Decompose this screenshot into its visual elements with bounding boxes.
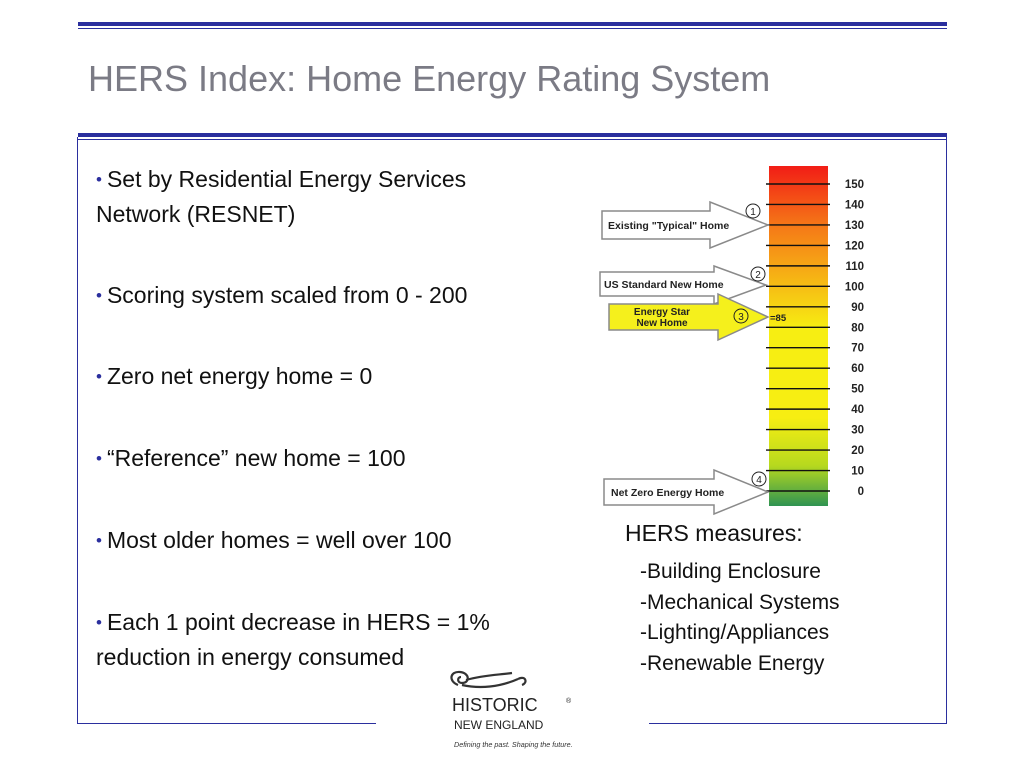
logo-registered: ® bbox=[566, 697, 572, 705]
bullet-item: • Scoring system scaled from 0 - 200 bbox=[96, 278, 596, 313]
bullet-text: Zero net energy home = 0 bbox=[106, 363, 373, 389]
logo-subname: NEW ENGLAND bbox=[454, 718, 544, 732]
bullet-dot: • bbox=[96, 449, 102, 468]
bullet-item: • “Reference” new home = 100 bbox=[96, 441, 596, 476]
bullet-item: • Set by Residential Energy Services Netw… bbox=[96, 162, 596, 231]
historic-new-england-logo: HISTORIC ® NEW ENGLAND Defining the past… bbox=[450, 670, 573, 749]
title-rule bbox=[78, 133, 947, 137]
logo-scroll-icon bbox=[450, 670, 527, 689]
bullet-dot: • bbox=[96, 613, 102, 632]
bullet-dot: • bbox=[96, 367, 102, 386]
bullet-text: Most older homes = well over 100 bbox=[106, 527, 452, 553]
bullet-text: “Reference” new home = 100 bbox=[106, 445, 406, 471]
measure-item: -Mechanical Systems bbox=[640, 591, 840, 614]
measure-item: -Renewable Energy bbox=[640, 652, 825, 675]
frame-gap bbox=[376, 718, 649, 730]
bullet-dot: • bbox=[96, 531, 102, 550]
bullet-text: Scoring system scaled from 0 - 200 bbox=[106, 282, 468, 308]
bullet-text-cont: Network (RESNET) bbox=[96, 201, 296, 227]
bullet-dot: • bbox=[96, 170, 102, 189]
bullet-dot: • bbox=[96, 286, 102, 305]
measure-item: -Lighting/Appliances bbox=[640, 621, 830, 644]
logo-tagline: Defining the past. Shaping the future. bbox=[454, 740, 573, 749]
bullet-item: • Zero net energy home = 0 bbox=[96, 359, 596, 394]
top-rule-thin bbox=[78, 28, 947, 29]
slide-title: HERS Index: Home Energy Rating System bbox=[88, 58, 771, 99]
measures-title: HERS measures: bbox=[625, 520, 803, 546]
bullet-item: • Each 1 point decrease in HERS = 1% redu… bbox=[96, 605, 596, 674]
bullet-text: Each 1 point decrease in HERS = 1% bbox=[106, 609, 490, 635]
bullet-item: • Most older homes = well over 100 bbox=[96, 523, 596, 558]
logo-name: HISTORIC bbox=[452, 695, 538, 715]
bullet-text: Set by Residential Energy Services bbox=[106, 166, 467, 192]
bullet-text-cont: reduction in energy consumed bbox=[96, 644, 405, 670]
title-rule-thin bbox=[78, 139, 947, 140]
top-rule bbox=[78, 22, 947, 26]
measure-item: -Building Enclosure bbox=[640, 560, 821, 583]
